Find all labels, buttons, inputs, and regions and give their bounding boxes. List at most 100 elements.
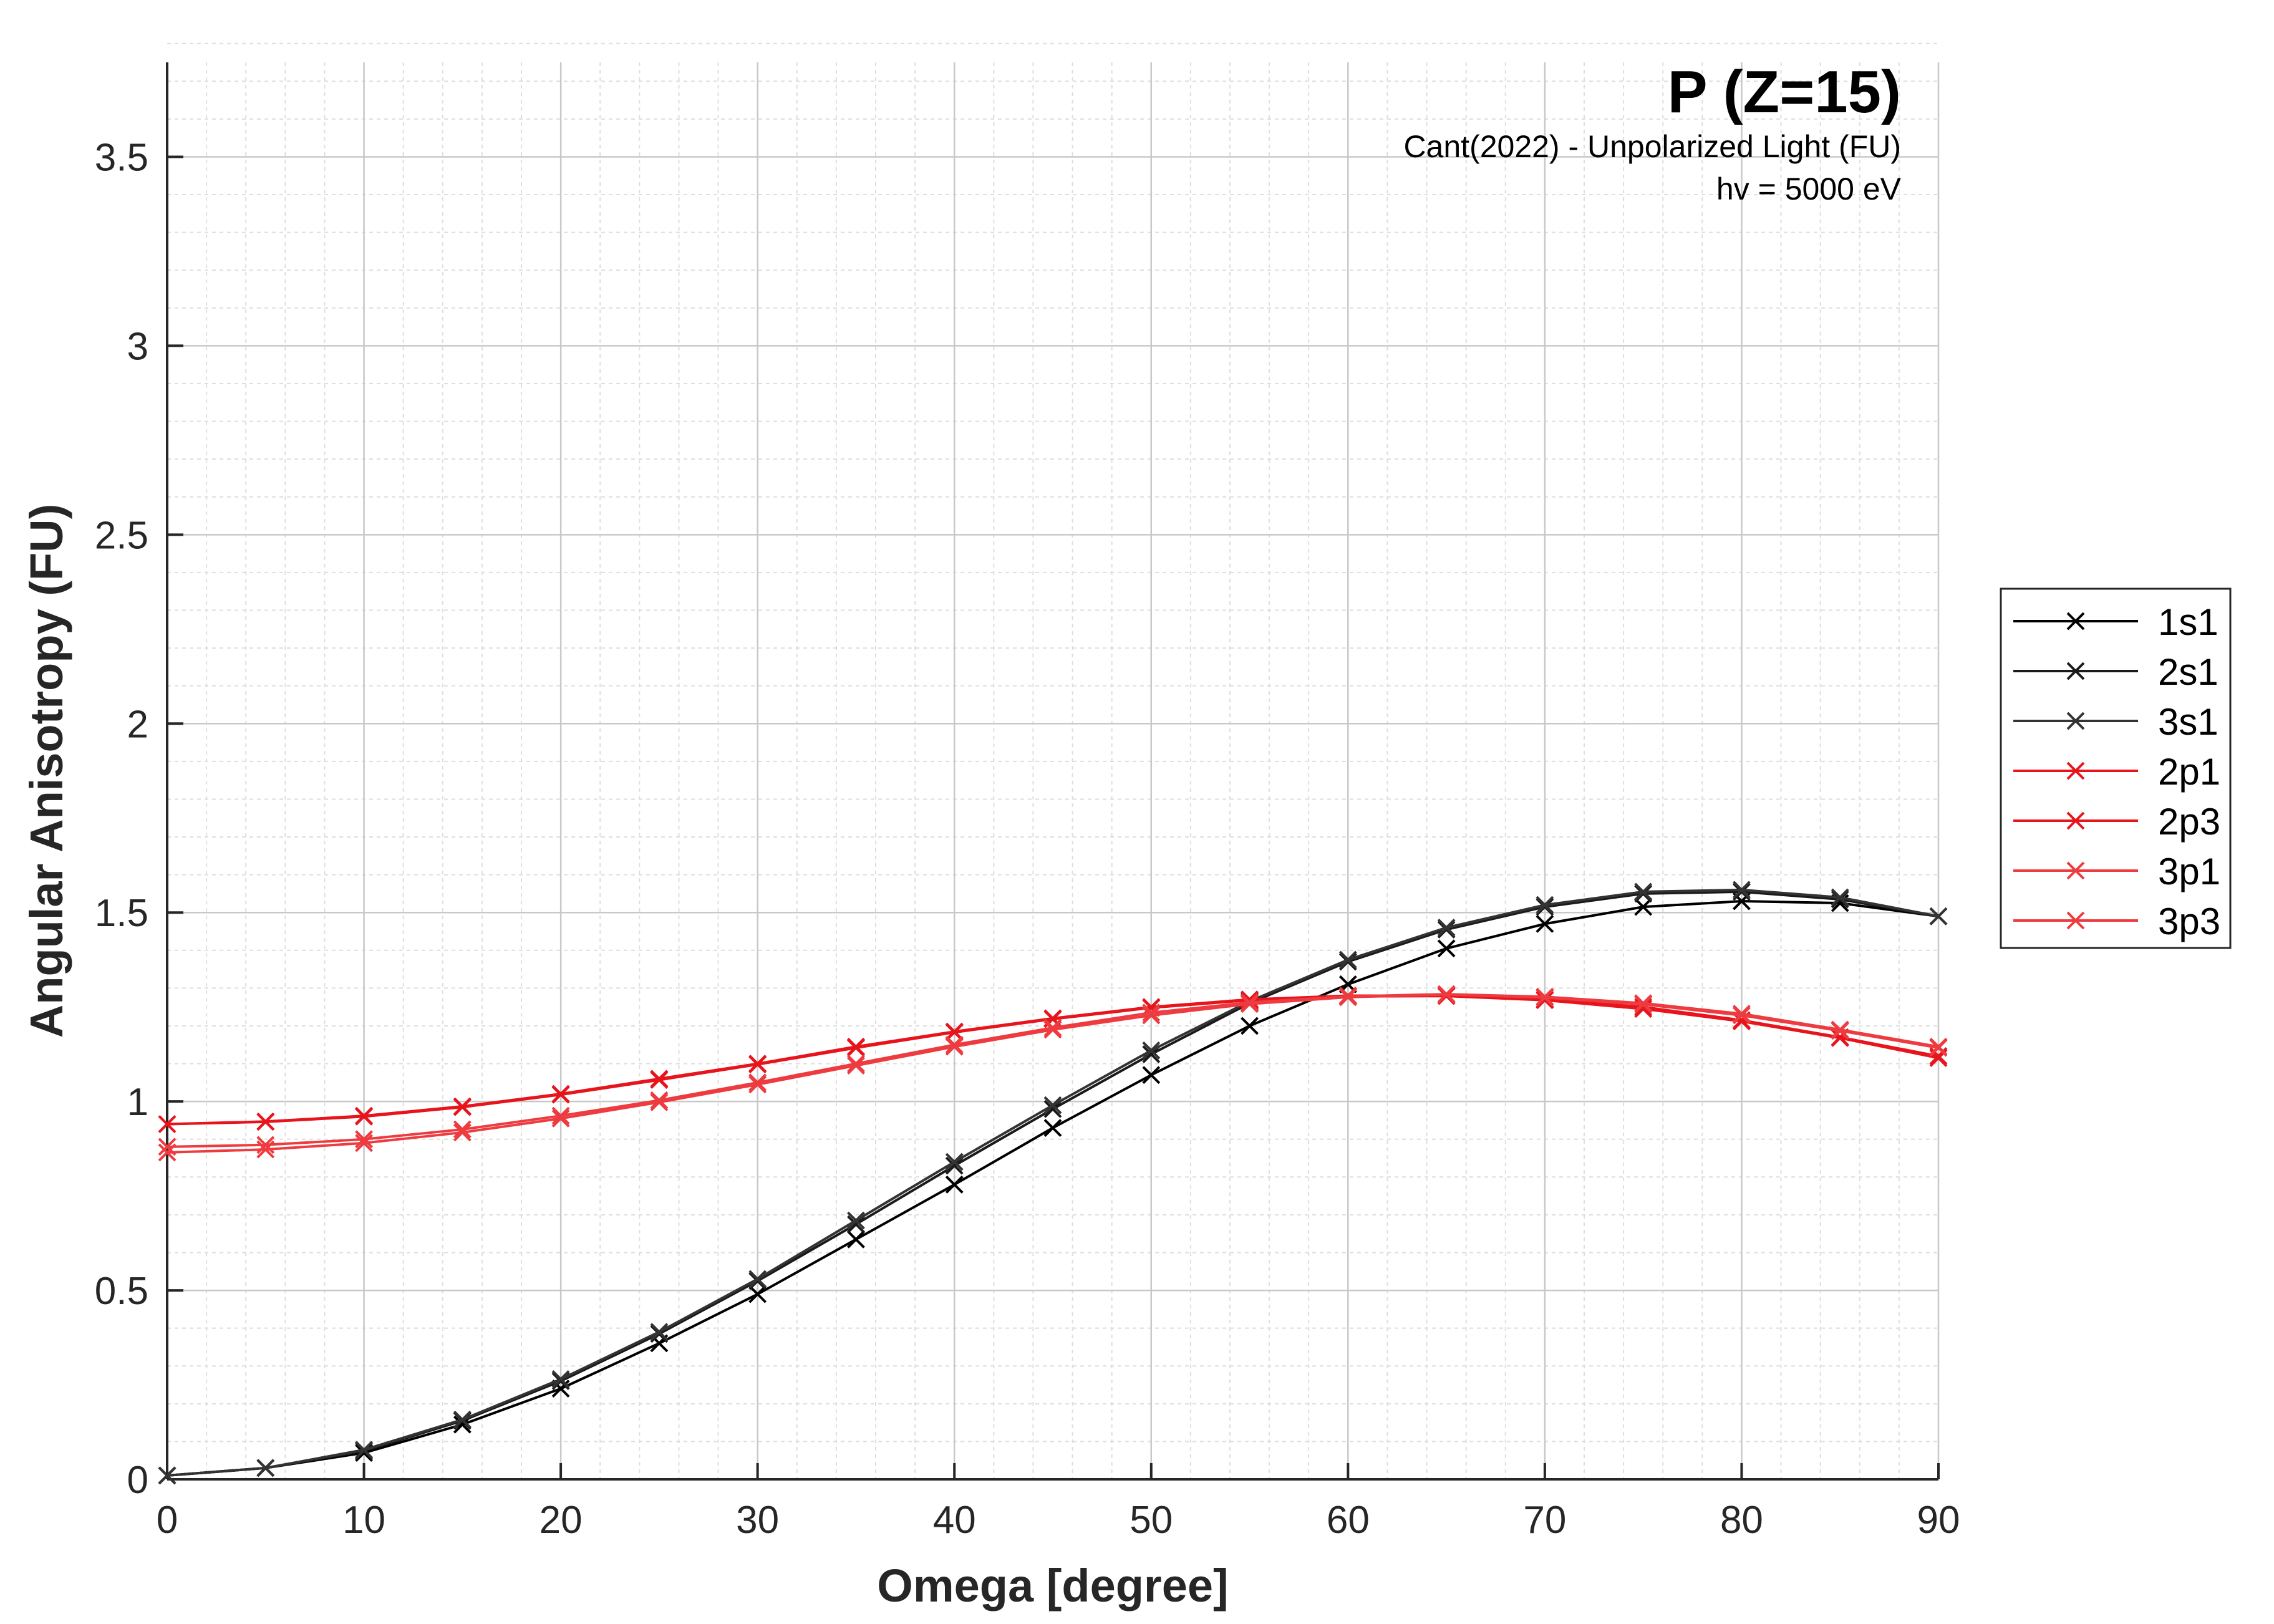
- data-point-3s1: [256, 1459, 275, 1477]
- data-point-3p3: [847, 1055, 865, 1073]
- x-ticks: 0 10 20 30 40 50 60 70 80 90: [157, 1463, 1960, 1542]
- legend-label: 2p3: [2158, 801, 2220, 843]
- chart-subtitle-line-1: Cant(2022) - Unpolarized Light (FU): [1403, 129, 1901, 164]
- x-axis-label: Omega [degree]: [877, 1560, 1228, 1612]
- chart-title: P (Z=15): [1668, 59, 1901, 125]
- x-tick-label: 70: [1523, 1499, 1566, 1542]
- data-point-3p1: [453, 1123, 472, 1142]
- legend-marker: [2066, 861, 2085, 880]
- plot-area: [167, 62, 1938, 1479]
- data-point-3p3: [748, 1073, 767, 1092]
- x-tick-label: 10: [342, 1499, 385, 1542]
- data-point-3s1: [650, 1323, 669, 1341]
- data-point-2p3: [355, 1107, 373, 1126]
- legend-entry-2p3: 2p3: [2013, 801, 2220, 843]
- data-point-1s1: [1437, 939, 1456, 958]
- data-point-3p3: [158, 1138, 177, 1156]
- data-point-2s1: [1831, 890, 1849, 909]
- data-point-3p1: [748, 1075, 767, 1094]
- data-point-3p3: [1634, 994, 1653, 1013]
- data-point-3s1: [1536, 896, 1554, 914]
- data-point-3p3: [256, 1136, 275, 1154]
- data-point-2p3: [650, 1071, 669, 1090]
- x-tick-label: 50: [1130, 1499, 1173, 1542]
- data-point-2p3: [256, 1113, 275, 1131]
- data-point-2p3: [453, 1098, 472, 1116]
- legend: 1s1 2s1 3s1 2p1 2p3 3p1 3p3: [2000, 587, 2232, 949]
- data-point-2s1: [1536, 897, 1554, 916]
- data-point-3p3: [1929, 1037, 1948, 1056]
- data-point-3s1: [453, 1410, 472, 1429]
- y-tick-label: 2: [127, 703, 148, 746]
- legend-marker: [2066, 612, 2085, 631]
- data-point-3p3: [453, 1120, 472, 1139]
- series-group: [158, 881, 1948, 1485]
- y-tick-label: 0.5: [95, 1270, 148, 1313]
- legend-label: 3s1: [2158, 701, 2218, 743]
- data-point-3s1: [1043, 1096, 1062, 1114]
- data-point-3p1: [847, 1056, 865, 1075]
- data-point-3s1: [1929, 907, 1948, 926]
- data-point-2p3: [1536, 991, 1554, 1010]
- legend-label: 2s1: [2158, 651, 2218, 693]
- data-point-3p3: [1142, 1003, 1161, 1022]
- data-point-1s1: [1043, 1119, 1062, 1137]
- data-point-2s1: [1338, 952, 1357, 971]
- data-point-3s1: [748, 1270, 767, 1288]
- data-point-3s1: [847, 1211, 865, 1230]
- data-point-1s1: [847, 1230, 865, 1249]
- legend-label: 3p1: [2158, 851, 2220, 892]
- legend-entry-3p1: 3p1: [2013, 851, 2220, 892]
- series-3p3: [158, 985, 1948, 1156]
- x-tick-label: 40: [933, 1499, 976, 1542]
- y-ticks: 0 0.5 1 1.5 2 2.5 3 3.5: [95, 136, 183, 1502]
- series-3s1: [158, 881, 1948, 1485]
- chart-subtitle-line-2: hv = 5000 eV: [1716, 172, 1902, 206]
- data-point-3p3: [355, 1130, 373, 1149]
- data-point-3p3: [945, 1035, 964, 1054]
- data-point-3p1: [945, 1037, 964, 1056]
- legend-label: 1s1: [2158, 601, 2218, 643]
- data-point-1s1: [1536, 914, 1554, 933]
- legend-entry-3p3: 3p3: [2013, 901, 2220, 942]
- x-tick-label: 30: [736, 1499, 779, 1542]
- data-point-3p3: [1043, 1018, 1062, 1037]
- data-point-3p1: [650, 1093, 669, 1111]
- data-point-1s1: [1241, 1017, 1259, 1035]
- x-tick-label: 80: [1720, 1499, 1763, 1542]
- data-point-3p3: [1338, 987, 1357, 1006]
- data-point-3s1: [1437, 919, 1456, 937]
- legend-label: 3p3: [2158, 901, 2220, 942]
- legend-entry-2s1: 2s1: [2013, 651, 2218, 693]
- data-point-3p1: [1043, 1020, 1062, 1039]
- data-point-3p3: [1437, 985, 1456, 1003]
- legend-marker: [2066, 761, 2085, 780]
- data-point-1s1: [1634, 897, 1653, 916]
- data-point-3p3: [650, 1091, 669, 1109]
- data-point-3p3: [1241, 993, 1259, 1012]
- data-point-3s1: [945, 1153, 964, 1171]
- data-point-3s1: [1831, 888, 1849, 907]
- data-point-2s1: [1437, 921, 1456, 939]
- y-tick-label: 2.5: [95, 514, 148, 557]
- legend-entry-2p1: 2p1: [2013, 751, 2220, 793]
- data-point-2s1: [945, 1156, 964, 1175]
- x-tick-label: 20: [539, 1499, 583, 1542]
- legend-marker: [2066, 662, 2085, 680]
- y-tick-label: 0: [127, 1459, 148, 1502]
- data-point-3s1: [158, 1466, 177, 1485]
- data-point-3s1: [1338, 950, 1357, 969]
- data-point-2s1: [847, 1215, 865, 1234]
- x-tick-label: 60: [1327, 1499, 1370, 1542]
- y-tick-label: 3.5: [95, 136, 148, 179]
- data-point-3s1: [1733, 881, 1751, 899]
- data-point-3p1: [551, 1109, 570, 1128]
- x-tick-label: 90: [1917, 1499, 1960, 1542]
- data-point-2p3: [551, 1085, 570, 1104]
- data-point-2p3: [748, 1055, 767, 1074]
- y-axis-label: Angular Anisotropy (FU): [21, 504, 72, 1038]
- data-point-3p1: [1142, 1006, 1161, 1025]
- legend-entry-3s1: 3s1: [2013, 701, 2218, 743]
- legend-entry-1s1: 1s1: [2013, 601, 2218, 643]
